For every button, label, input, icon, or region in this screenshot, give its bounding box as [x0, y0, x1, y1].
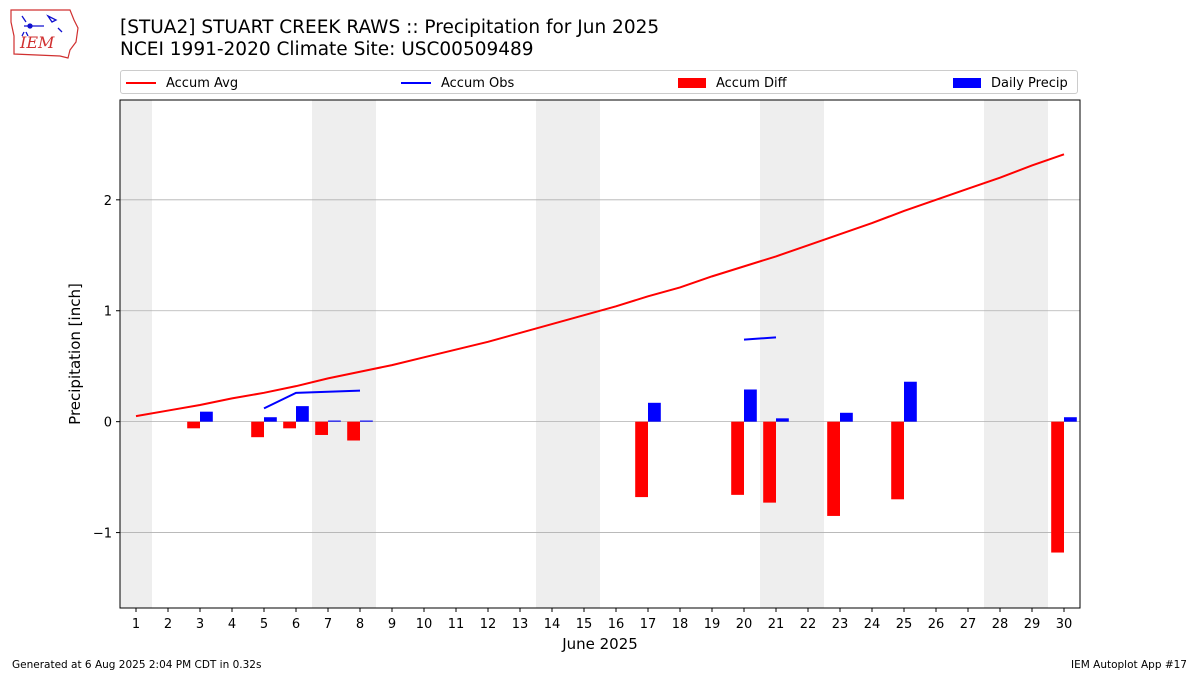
daily-precip-bar [648, 402, 661, 422]
weekend-band [312, 100, 376, 608]
accum-diff-bar [731, 421, 744, 495]
accum-diff-bar [891, 421, 904, 500]
daily-precip-bar [1064, 417, 1077, 422]
logo-text: IEM [19, 33, 55, 52]
accum-diff-bar [187, 421, 200, 429]
legend-item-accum-diff: Accum Diff [678, 74, 787, 92]
x-tick-label: 1 [132, 617, 140, 632]
legend-swatch-accum-diff [678, 78, 706, 88]
accum-diff-bar [283, 421, 296, 429]
footer-generated: Generated at 6 Aug 2025 2:04 PM CDT in 0… [12, 659, 262, 671]
x-tick-label: 14 [544, 617, 561, 632]
x-tick-label: 25 [896, 617, 913, 632]
y-tick-label: 2 [104, 194, 112, 209]
legend-label-accum-diff: Accum Diff [716, 75, 787, 91]
x-axis-label: June 2025 [561, 635, 638, 653]
x-tick-label: 29 [1024, 617, 1041, 632]
accum-avg-line [135, 153, 1065, 418]
y-tick-label: −1 [93, 527, 112, 542]
daily-precip-bar [296, 406, 309, 422]
legend-item-accum-obs: Accum Obs [401, 74, 514, 92]
weekend-band [984, 100, 1048, 608]
legend-swatch-accum-obs [401, 82, 431, 84]
daily-precip-bar [264, 417, 277, 422]
legend-swatch-daily-precip [953, 78, 981, 88]
x-tick-label: 11 [448, 617, 465, 632]
x-tick-label: 2 [164, 617, 172, 632]
daily-precip-bar [360, 420, 373, 422]
legend-label-accum-avg: Accum Avg [166, 75, 239, 91]
x-tick-label: 30 [1056, 617, 1073, 632]
legend: Accum Avg Accum Obs Accum Diff Daily Pre… [120, 70, 1078, 94]
x-tick-label: 19 [704, 617, 721, 632]
accum-diff-bar [315, 421, 328, 435]
legend-label-accum-obs: Accum Obs [441, 75, 515, 91]
x-tick-label: 4 [228, 617, 236, 632]
legend-swatch-accum-avg [126, 82, 156, 84]
x-tick-label: 24 [864, 617, 881, 632]
weekend-band [760, 100, 824, 608]
accum-obs-line [743, 336, 777, 341]
x-tick-label: 13 [512, 617, 529, 632]
x-tick-label: 5 [260, 617, 268, 632]
iem-logo: IEM [10, 9, 79, 59]
x-tick-label: 15 [576, 617, 593, 632]
x-tick-label: 27 [960, 617, 977, 632]
accum-diff-bar [1051, 421, 1064, 553]
daily-precip-bar [200, 411, 213, 422]
accum-diff-bar [251, 421, 264, 438]
x-tick-label: 8 [356, 617, 364, 632]
daily-precip-bar [840, 412, 853, 422]
x-tick-label: 3 [196, 617, 204, 632]
y-axis-label: Precipitation [inch] [66, 283, 84, 425]
weekend-band [536, 100, 600, 608]
accum-obs-line [263, 389, 361, 410]
daily-precip-bar [744, 389, 757, 422]
y-tick-label: 1 [104, 305, 112, 320]
daily-precip-bar [328, 420, 341, 422]
x-tick-label: 9 [388, 617, 396, 632]
accum-diff-bar [827, 421, 840, 516]
x-tick-label: 7 [324, 617, 332, 632]
legend-item-accum-avg: Accum Avg [126, 74, 238, 92]
y-tick-label: 0 [104, 416, 112, 431]
footer-app: IEM Autoplot App #17 [1071, 659, 1187, 671]
x-tick-label: 16 [608, 617, 625, 632]
x-tick-label: 12 [480, 617, 497, 632]
x-tick-label: 28 [992, 617, 1009, 632]
x-tick-label: 10 [416, 617, 433, 632]
legend-label-daily-precip: Daily Precip [991, 75, 1068, 91]
x-tick-label: 23 [832, 617, 849, 632]
x-tick-label: 26 [928, 617, 945, 632]
accum-diff-bar [763, 421, 776, 503]
x-tick-label: 21 [768, 617, 785, 632]
x-tick-label: 6 [292, 617, 300, 632]
legend-item-daily-precip: Daily Precip [953, 74, 1068, 92]
chart-title: [STUA2] STUART CREEK RAWS :: Precipitati… [120, 17, 660, 38]
accum-diff-bar [635, 421, 648, 498]
daily-precip-bar [776, 418, 789, 422]
x-tick-label: 18 [672, 617, 689, 632]
x-tick-label: 17 [640, 617, 657, 632]
accum-diff-bar [347, 421, 360, 441]
plot-frame [119, 99, 1081, 609]
x-tick-label: 20 [736, 617, 753, 632]
daily-precip-bar [904, 381, 917, 422]
x-tick-label: 22 [800, 617, 817, 632]
chart-subtitle: NCEI 1991-2020 Climate Site: USC00509489 [120, 39, 534, 60]
weekend-band [120, 100, 152, 608]
